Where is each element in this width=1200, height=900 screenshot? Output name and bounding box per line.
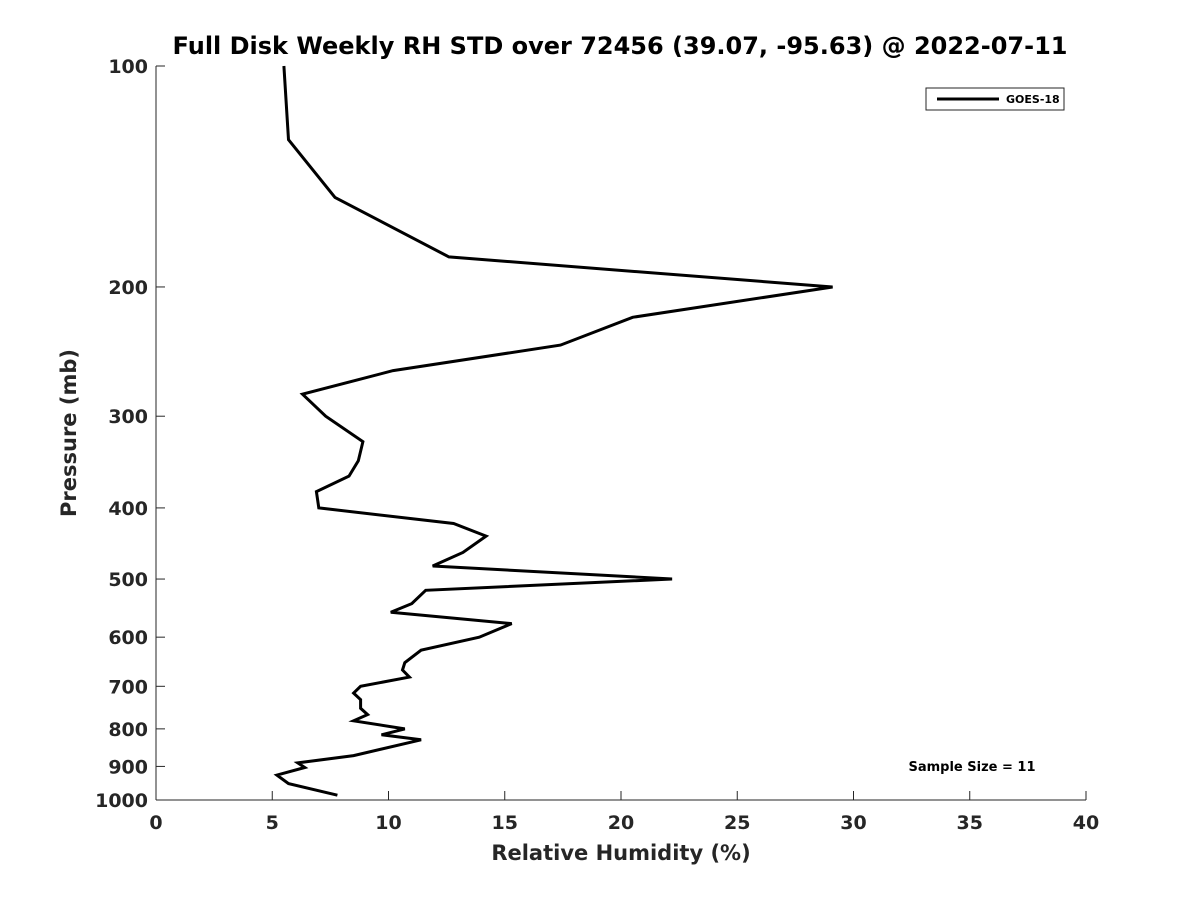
y-axis-label: Pressure (mb) [57, 349, 81, 517]
y-tick-label: 200 [108, 277, 148, 299]
x-axis-label: Relative Humidity (%) [491, 841, 750, 865]
x-tick-label: 35 [957, 812, 983, 834]
y-tick-label: 300 [108, 406, 148, 428]
x-tick-label: 25 [724, 812, 750, 834]
y-ticks: 100 200 300 400 500 600 700 800 900 1000 [95, 56, 165, 812]
x-tick-label: 15 [492, 812, 518, 834]
sample-size-annotation: Sample Size = 11 [908, 760, 1035, 775]
series-line-goes-18 [273, 65, 833, 797]
x-tick-label: 30 [840, 812, 866, 834]
x-tick-label: 20 [608, 812, 634, 834]
y-tick-label: 600 [108, 627, 148, 649]
y-tick-label: 900 [108, 756, 148, 778]
y-tick-label: 500 [108, 569, 148, 591]
x-tick-label: 5 [266, 812, 279, 834]
x-tick-label: 0 [149, 812, 162, 834]
chart-title: Full Disk Weekly RH STD over 72456 (39.0… [173, 32, 1068, 60]
x-tick-label: 40 [1073, 812, 1099, 834]
y-tick-label: 100 [108, 56, 148, 78]
series-layer [273, 65, 833, 797]
y-tick-label: 400 [108, 498, 148, 520]
y-tick-label: 800 [108, 719, 148, 741]
y-tick-label: 1000 [95, 790, 148, 812]
legend-label: GOES-18 [1006, 93, 1060, 106]
legend: GOES-18 [925, 87, 1065, 111]
x-ticks: 0 5 10 15 20 25 30 35 40 [149, 791, 1099, 834]
y-tick-label: 700 [108, 676, 148, 698]
x-tick-label: 10 [375, 812, 401, 834]
